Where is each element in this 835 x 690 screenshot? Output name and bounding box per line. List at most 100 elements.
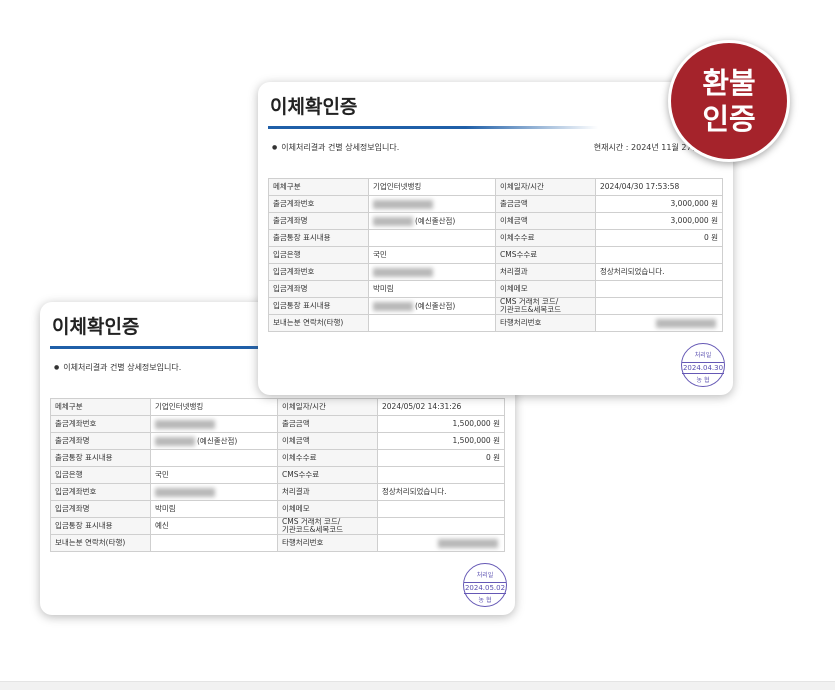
field-value: [368, 195, 496, 213]
timestamp: 현재시간 : 2024년 11월 27일 14시: [593, 143, 719, 152]
value-text: 국민: [155, 470, 169, 479]
label-text: 이체메모: [500, 284, 528, 293]
label-text: CMS수수료: [500, 250, 538, 259]
field-value: 0 원: [595, 229, 723, 247]
value-text: 정상처리되었습니다.: [600, 267, 665, 276]
masked-value: [438, 538, 498, 548]
label-text: 입금은행: [55, 470, 83, 479]
label-text: 이체메모: [282, 504, 310, 513]
field-label: 타행처리번호: [277, 534, 378, 552]
stamp-date: 2024.05.02: [464, 582, 506, 594]
label-text: CMS 거래처 코드/ 기관코드&세목코드: [282, 517, 344, 534]
value-text: 정상처리되었습니다.: [382, 487, 447, 496]
label-text: 출금금액: [282, 419, 310, 428]
table-row: 메체구분 기업인터넷뱅킹 이체일자/시간 2024/05/02 14:31:26: [50, 398, 505, 416]
approval-stamp: 처리일 2024.05.02 농 협: [463, 563, 507, 607]
label-text: 출금계좌명: [273, 216, 308, 225]
field-label: 입금계좌명: [50, 500, 151, 518]
field-label: 출금계좌명: [50, 432, 151, 450]
field-value: 기업인터넷뱅킹: [368, 178, 496, 196]
field-value: [595, 280, 723, 298]
field-value: [595, 297, 723, 315]
field-value: [150, 534, 278, 552]
certificate-card: 이체확인증NH이체처리결과 건별 상세정보입니다.현재시간 : 2024년 11…: [258, 82, 733, 395]
field-label: 출금계좌번호: [50, 415, 151, 433]
table-row: 입금통장 표시내용 예신 CMS 거래처 코드/ 기관코드&세목코드: [50, 517, 505, 535]
value-text: (예신졸산점): [415, 301, 456, 310]
field-label: CMS 거래처 코드/ 기관코드&세목코드: [277, 517, 378, 535]
field-value: [377, 500, 505, 518]
label-text: 이체금액: [500, 216, 528, 225]
masked-value: [373, 199, 433, 209]
value-text: (예신졸산점): [197, 436, 238, 445]
value-text: 기업인터넷뱅킹: [155, 402, 204, 411]
masked-value: [155, 419, 215, 429]
field-label: CMS 거래처 코드/ 기관코드&세목코드: [495, 297, 596, 315]
table-row: 메체구분 기업인터넷뱅킹 이체일자/시간 2024/04/30 17:53:58: [268, 178, 723, 196]
notice: 이체처리결과 건별 상세정보입니다.: [272, 142, 399, 153]
field-label: 입금계좌번호: [268, 263, 369, 281]
table-row: 출금계좌번호 출금금액 1,500,000 원: [50, 415, 505, 433]
field-value: 1,500,000 원: [377, 432, 505, 450]
field-value: [377, 466, 505, 484]
stamp-bottom: 농 협: [696, 377, 710, 384]
field-value: [595, 246, 723, 264]
table-row: 입금통장 표시내용 (예신졸산점) CMS 거래처 코드/ 기관코드&세목코드: [268, 297, 723, 315]
field-label: 타행처리번호: [495, 314, 596, 332]
table-body: 메체구분 기업인터넷뱅킹 이체일자/시간 2024/05/02 14:31:26 출금계…: [50, 398, 505, 552]
value-text: 기업인터넷뱅킹: [373, 182, 422, 191]
field-value: 정상처리되었습니다.: [377, 483, 505, 501]
field-label: 입금은행: [50, 466, 151, 484]
field-label: 출금계좌번호: [268, 195, 369, 213]
field-value: 1,500,000 원: [377, 415, 505, 433]
field-label: 이체금액: [277, 432, 378, 450]
label-text: 입금통장 표시내용: [55, 521, 113, 530]
field-value: [377, 534, 505, 552]
field-value: [595, 314, 723, 332]
field-label: 입금계좌명: [268, 280, 369, 298]
table-row: 출금계좌번호 출금금액 3,000,000 원: [268, 195, 723, 213]
field-value: 박미림: [368, 280, 496, 298]
table-row: 출금계좌명 (예신졸산점) 이체금액 3,000,000 원: [268, 212, 723, 230]
field-value: 3,000,000 원: [595, 212, 723, 230]
field-label: 입금은행: [268, 246, 369, 264]
field-label: 이체금액: [495, 212, 596, 230]
value-text: 3,000,000 원: [670, 199, 718, 208]
field-label: 보내는분 연락처(타행): [268, 314, 369, 332]
table-row: 보내는분 연락처(타행) 타행처리번호: [50, 534, 505, 552]
field-value: 3,000,000 원: [595, 195, 723, 213]
masked-value: [656, 318, 716, 328]
table-row: 입금은행 국민 CMS수수료: [268, 246, 723, 264]
field-value: 국민: [368, 246, 496, 264]
label-text: 입금계좌번호: [55, 487, 97, 496]
field-value: (예신졸산점): [368, 212, 496, 230]
field-value: [150, 483, 278, 501]
field-value: [368, 314, 496, 332]
label-text: 입금계좌명: [55, 504, 90, 513]
label-text: 이체수수료: [282, 453, 317, 462]
field-value: [150, 415, 278, 433]
label-text: 출금계좌번호: [273, 199, 315, 208]
label-text: 처리결과: [500, 267, 528, 276]
field-label: 이체수수료: [495, 229, 596, 247]
field-label: 이체메모: [495, 280, 596, 298]
table-row: 입금계좌명 박미림 이체메모: [50, 500, 505, 518]
value-text: 예신: [155, 521, 169, 530]
field-label: 보내는분 연락처(타행): [50, 534, 151, 552]
table-row: 입금계좌번호 처리결과 정상처리되었습니다.: [50, 483, 505, 501]
table-body: 메체구분 기업인터넷뱅킹 이체일자/시간 2024/04/30 17:53:58 출금계…: [268, 178, 723, 332]
label-text: 타행처리번호: [500, 318, 542, 327]
label-text: 출금계좌번호: [55, 419, 97, 428]
field-value: 2024/04/30 17:53:58: [595, 178, 723, 196]
table-row: 출금통장 표시내용 이체수수료 0 원: [268, 229, 723, 247]
label-text: 입금은행: [273, 250, 301, 259]
field-label: 출금금액: [277, 415, 378, 433]
field-label: 출금금액: [495, 195, 596, 213]
field-label: 출금통장 표시내용: [268, 229, 369, 247]
label-text: 이체일자/시간: [500, 182, 544, 191]
field-label: 이체메모: [277, 500, 378, 518]
field-label: 입금계좌번호: [50, 483, 151, 501]
label-text: 메체구분: [55, 402, 83, 411]
field-value: [377, 517, 505, 535]
masked-value: [155, 436, 195, 446]
